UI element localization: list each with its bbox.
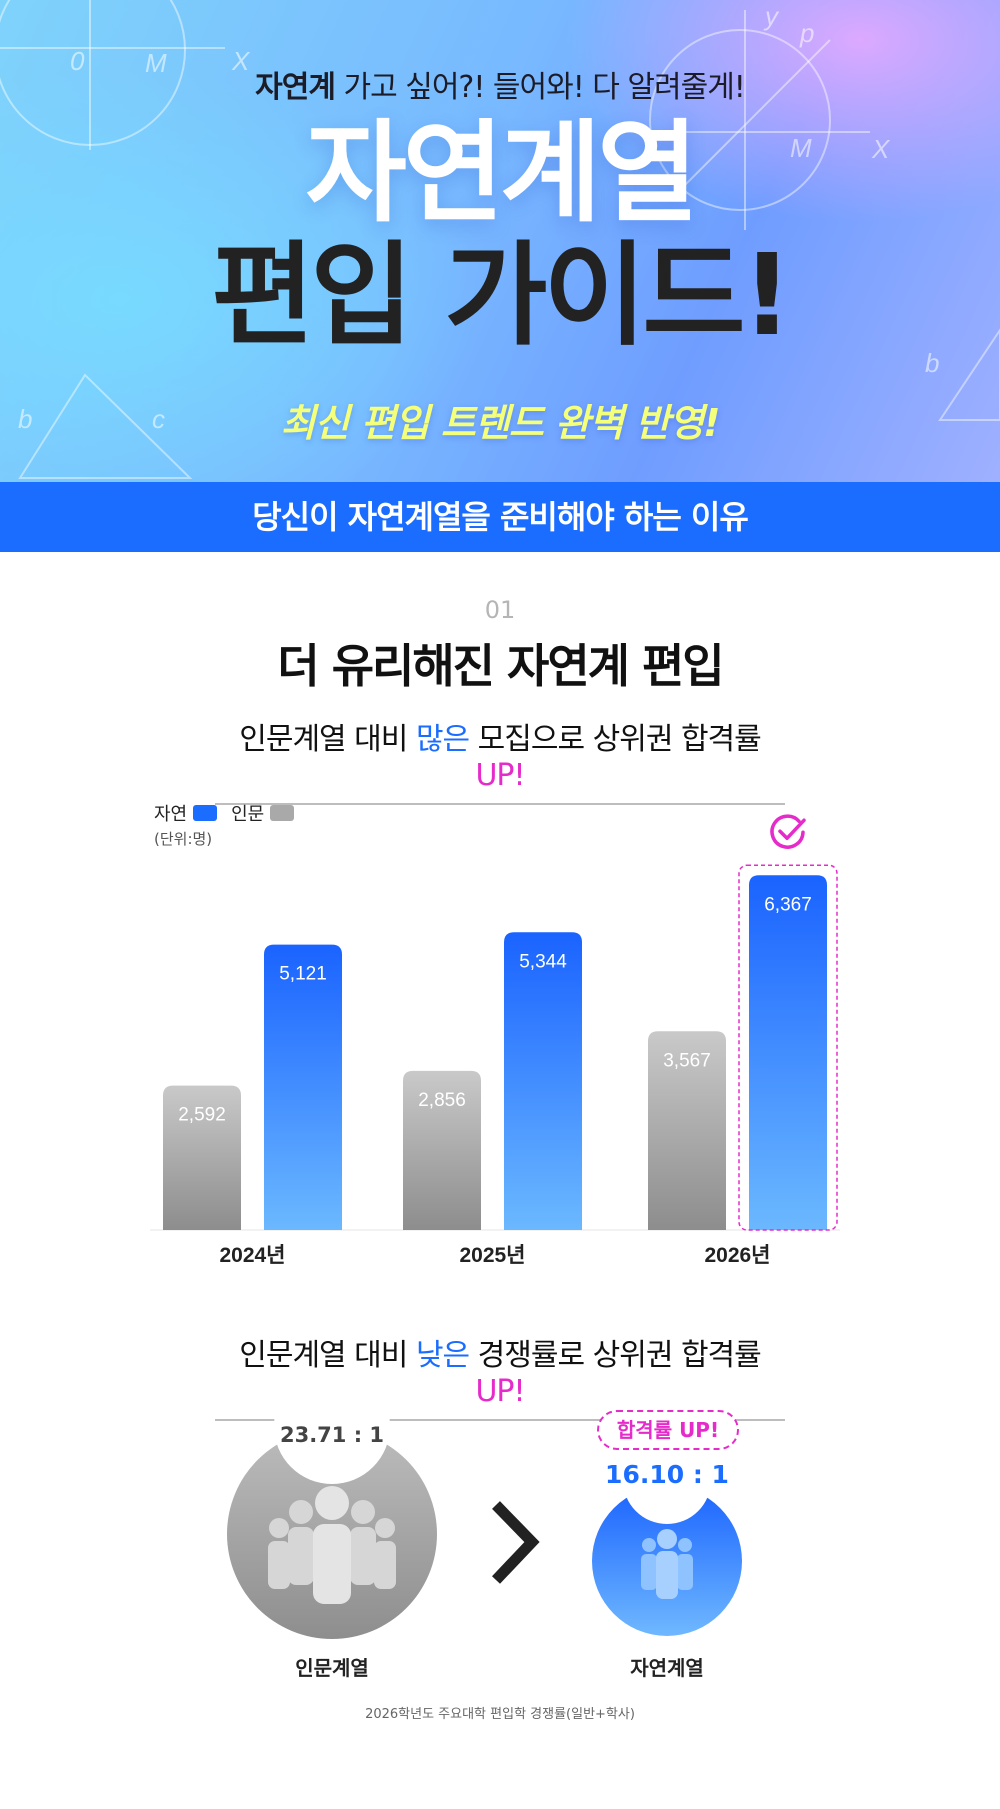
svg-text:M: M	[790, 133, 812, 163]
hero-title-line1: 자연계열	[305, 109, 699, 237]
bar-label-humanities-1: 2,856	[418, 1090, 466, 1111]
science-label: 자연계열	[630, 1656, 704, 1680]
bar-label-humanities-2: 3,567	[663, 1050, 711, 1071]
footnote: 2026학년도 주요대학 편입학 경쟁률(일반+학사)	[365, 1707, 635, 1722]
svg-text:b: b	[18, 404, 32, 434]
bar-science-2	[749, 875, 827, 1230]
people-icon-large	[268, 1486, 396, 1604]
legend-label-humanities: 인문	[231, 804, 265, 825]
svg-text:p: p	[799, 18, 814, 48]
chart-legend: 자연 인문	[154, 800, 308, 826]
science-ratio: 16.10 : 1	[605, 1460, 729, 1489]
svg-text:M: M	[145, 48, 167, 78]
svg-text:X: X	[871, 134, 891, 164]
legend-swatch-humanities	[270, 805, 295, 821]
greater-than-icon	[492, 1501, 540, 1584]
x-tick-label-0: 2024년	[219, 1244, 285, 1267]
svg-text:X: X	[231, 46, 251, 76]
people-icon-small	[641, 1529, 693, 1599]
hero-tagline: 자연계 가고 싶어?! 들어와! 다 알려줄게!	[255, 70, 746, 105]
x-tick-label-2: 2026년	[704, 1244, 770, 1267]
bar-label-science-1: 5,344	[519, 951, 567, 972]
bar-label-science-0: 5,121	[279, 964, 327, 985]
bar-humanities-1	[403, 1070, 481, 1230]
humanities-ratio: 23.71 : 1	[279, 1423, 385, 1447]
legend-swatch-science	[193, 805, 218, 821]
competition-comparison	[227, 1400, 742, 1639]
check-circle-icon	[770, 814, 806, 849]
humanities-circle	[227, 1400, 437, 1639]
hero-title-line2: 편입 가이드!	[211, 231, 792, 361]
svg-text:y: y	[763, 1, 780, 31]
svg-text:c: c	[152, 404, 165, 434]
bar-label-humanities-0: 2,592	[178, 1105, 226, 1126]
svg-text:0: 0	[70, 46, 85, 76]
bar-humanities-2	[648, 1031, 726, 1230]
science-circle	[592, 1436, 742, 1636]
svg-text:b: b	[925, 348, 939, 378]
chart-unit: (단위:명)	[154, 830, 213, 848]
humanities-label: 인문계열	[295, 1656, 369, 1680]
legend-label-science: 자연	[154, 804, 188, 825]
bar-science-0	[264, 944, 342, 1230]
section-number: 01	[484, 596, 516, 624]
reason-banner: 당신이 자연계열을 준비해야 하는 이유	[0, 482, 1000, 552]
bar-humanities-0	[163, 1085, 241, 1230]
x-tick-label-1: 2025년	[459, 1244, 525, 1267]
math-decoration: 0 M X yp M X b c b	[0, 0, 1000, 479]
pass-rate-badge: 합격률 UP!	[597, 1410, 739, 1450]
bar-science-1	[504, 932, 582, 1230]
bar-label-science-2: 6,367	[764, 894, 812, 915]
section-title: 더 유리해진 자연계 편입	[277, 639, 724, 693]
headline-recruitment: 인문계열 대비 많은 모집으로 상위권 합격률 UP!	[215, 714, 785, 805]
hero-subtitle: 최신 편입 트렌드 완벽 반영!	[280, 401, 721, 445]
highlight-frame	[738, 864, 838, 1231]
recruitment-bar-chart: 2,592 5,121 2024년 2,856 5,344 2025년 3,567 6,367…	[150, 814, 840, 1267]
headline-competition: 인문계열 대비 낮은 경쟁률로 상위권 합격률 UP!	[215, 1330, 785, 1421]
